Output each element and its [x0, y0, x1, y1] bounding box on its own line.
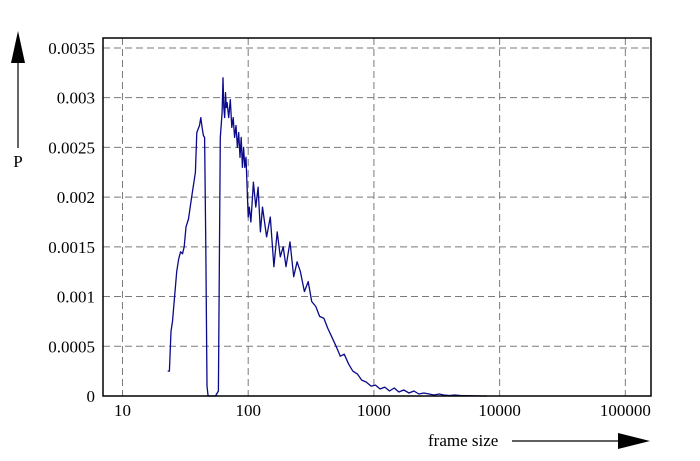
y-tick-label: 0.0005	[48, 337, 95, 356]
x-axis-arrow	[512, 433, 650, 449]
y-tick-label: 0.002	[57, 188, 95, 207]
x-axis-label: frame size	[428, 431, 498, 450]
x-tick-label: 100000	[600, 401, 651, 420]
x-tick-label: 100	[235, 401, 261, 420]
grid	[103, 38, 651, 396]
x-tick-label: 10	[114, 401, 131, 420]
y-tick-label: 0	[87, 387, 96, 406]
y-tick-label: 0.001	[57, 288, 95, 307]
x-tick-label: 1000	[357, 401, 391, 420]
y-tick-label: 0.0035	[48, 39, 95, 58]
y-axis-label: P	[13, 152, 22, 171]
series-layer	[167, 77, 487, 397]
x-tick-label: 10000	[478, 401, 521, 420]
y-tick-label: 0.0025	[48, 138, 95, 157]
tick-labels: 0 0.0005 0.001 0.0015 0.002 0.0025 0.003 0.0035…	[48, 39, 651, 420]
plot-frame	[102, 37, 652, 397]
y-axis-arrow	[11, 31, 25, 148]
y-tick-label: 0.0015	[48, 238, 95, 257]
y-tick-label: 0.003	[57, 89, 95, 108]
series-line	[167, 77, 487, 397]
